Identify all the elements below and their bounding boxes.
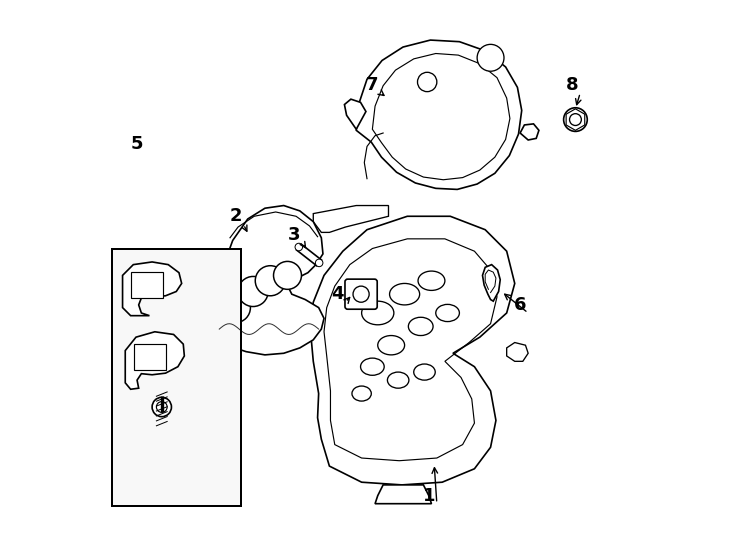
- Polygon shape: [297, 244, 321, 266]
- Polygon shape: [344, 99, 366, 129]
- Circle shape: [477, 44, 504, 71]
- Ellipse shape: [388, 372, 409, 388]
- Text: 1: 1: [423, 487, 435, 505]
- Bar: [112, 248, 241, 507]
- Circle shape: [220, 293, 250, 322]
- Polygon shape: [520, 124, 539, 140]
- Circle shape: [570, 113, 581, 125]
- Ellipse shape: [378, 335, 404, 355]
- Polygon shape: [126, 332, 184, 389]
- Text: 2: 2: [229, 207, 241, 225]
- Text: 3: 3: [288, 226, 301, 244]
- Ellipse shape: [362, 301, 394, 325]
- Polygon shape: [356, 40, 522, 190]
- Circle shape: [564, 108, 587, 131]
- Polygon shape: [375, 485, 432, 504]
- Bar: [131, 272, 163, 298]
- Circle shape: [156, 402, 167, 413]
- Text: 7: 7: [366, 76, 379, 93]
- Polygon shape: [214, 206, 324, 355]
- Circle shape: [274, 261, 302, 289]
- Polygon shape: [123, 262, 181, 316]
- Polygon shape: [482, 265, 501, 301]
- Ellipse shape: [418, 271, 445, 291]
- Circle shape: [255, 266, 286, 296]
- Ellipse shape: [436, 305, 459, 322]
- Bar: [134, 343, 166, 370]
- Polygon shape: [506, 342, 528, 361]
- Ellipse shape: [408, 318, 433, 335]
- Ellipse shape: [414, 364, 435, 380]
- Circle shape: [295, 243, 302, 251]
- Circle shape: [238, 276, 268, 307]
- Circle shape: [152, 397, 172, 417]
- Text: 8: 8: [566, 76, 578, 93]
- Circle shape: [316, 259, 323, 267]
- Circle shape: [418, 72, 437, 92]
- Ellipse shape: [352, 386, 371, 401]
- Circle shape: [353, 286, 369, 302]
- Ellipse shape: [360, 358, 384, 375]
- Text: 4: 4: [331, 285, 344, 303]
- FancyBboxPatch shape: [345, 279, 377, 309]
- Text: 5: 5: [131, 135, 143, 153]
- Text: 6: 6: [514, 296, 526, 314]
- Polygon shape: [313, 206, 388, 232]
- Ellipse shape: [390, 284, 420, 305]
- Polygon shape: [310, 217, 515, 485]
- Circle shape: [211, 334, 233, 356]
